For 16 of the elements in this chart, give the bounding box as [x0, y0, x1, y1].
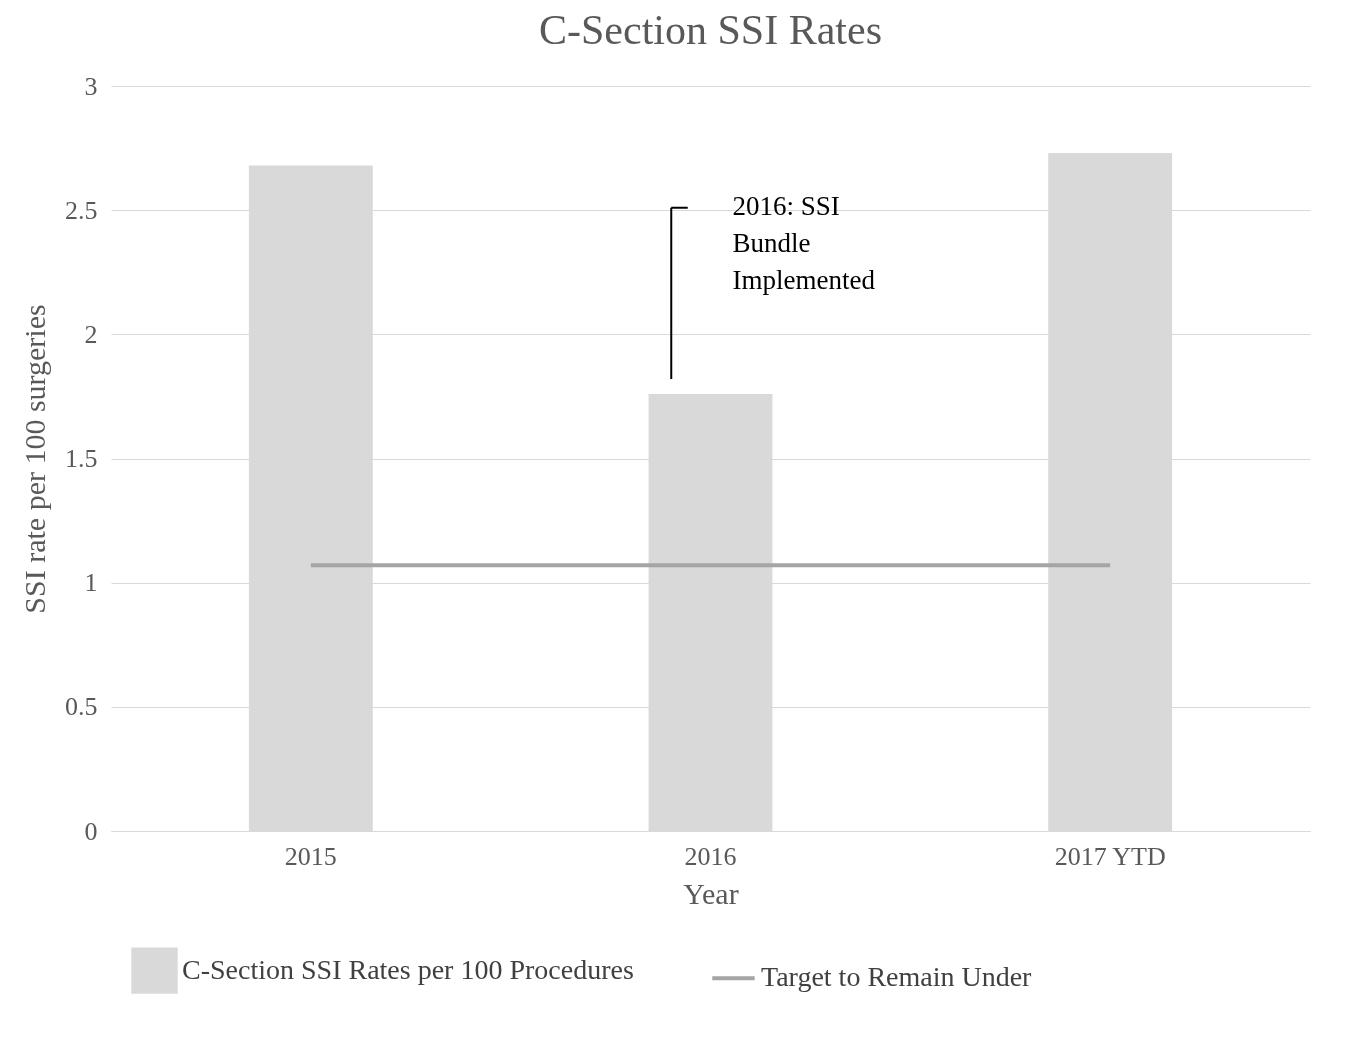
chart-title: C-Section SSI Rates	[539, 7, 882, 53]
legend-label: C-Section SSI Rates per 100 Procedures	[182, 953, 634, 985]
x-tick-label: 2017 YTD	[1054, 841, 1166, 871]
x-axis-title: Year	[683, 876, 739, 910]
y-tick-label: 2.5	[65, 195, 98, 225]
x-tick-label: 2015	[284, 841, 337, 871]
annotation: 2016: SSI Bundle Implemented	[732, 190, 876, 295]
y-tick-label: 0.5	[65, 692, 98, 722]
y-tick-label: 1	[84, 568, 98, 598]
y-tick-label: 1.5	[65, 444, 98, 473]
x-tick-label: 2016	[684, 841, 737, 871]
y-tick-label: 3	[84, 71, 98, 101]
y-tick-label: 0	[84, 816, 98, 846]
legend-label: Target to Remain Under	[761, 961, 1033, 993]
y-axis-title: SSI rate per 100 surgeries	[18, 304, 51, 614]
y-tick-label: 2	[84, 319, 98, 349]
